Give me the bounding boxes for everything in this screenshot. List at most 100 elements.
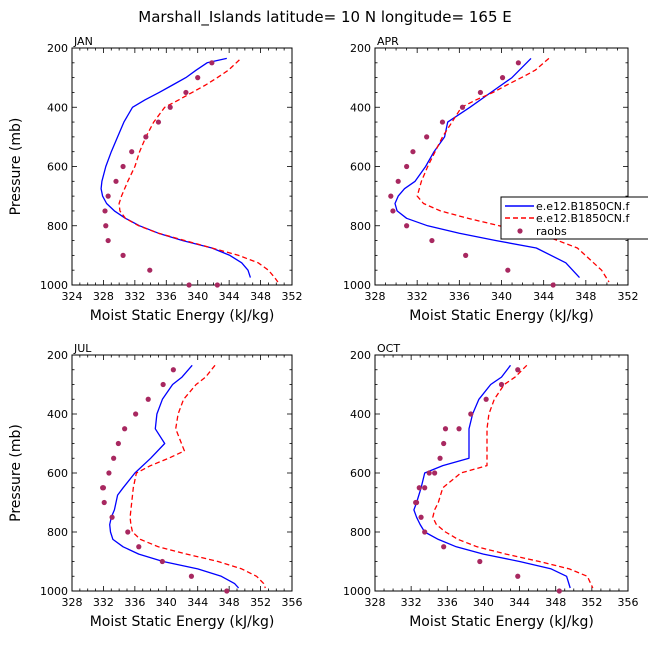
x-tick-label: 328 bbox=[365, 290, 386, 303]
raobs-point-jan bbox=[147, 267, 153, 273]
y-tick-label: 600 bbox=[350, 467, 371, 480]
dashed-series-line-oct bbox=[432, 364, 594, 589]
legend: e.e12.B1850CN.f e.e12.B1850CN.f raobs bbox=[500, 196, 648, 240]
y-axis-label: Pressure (mb) bbox=[8, 118, 24, 216]
y-tick-label: 400 bbox=[350, 101, 371, 114]
raobs-point-jan bbox=[129, 149, 135, 155]
raobs-point-apr bbox=[463, 252, 469, 258]
raobs-point-apr bbox=[424, 134, 430, 140]
plot-frame bbox=[71, 354, 293, 592]
x-tick-label: 328 bbox=[365, 596, 386, 609]
raobs-point-jan bbox=[105, 193, 111, 199]
raobs-point-oct bbox=[426, 470, 432, 476]
raobs-point-jan bbox=[183, 89, 189, 96]
raobs-point-oct bbox=[442, 426, 449, 432]
x-tick-label: 340 bbox=[473, 596, 494, 609]
raobs-point-apr bbox=[410, 149, 416, 155]
x-tick-label: 348 bbox=[575, 290, 596, 303]
x-tick-label: 352 bbox=[618, 290, 639, 303]
raobs-point-oct bbox=[432, 470, 438, 476]
raobs-point-jul bbox=[159, 558, 165, 565]
figure-title: Marshall_Islands latitude= 10 N longitud… bbox=[138, 8, 511, 27]
x-tick-label: 324 bbox=[62, 290, 83, 303]
x-tick-label: 332 bbox=[124, 290, 145, 303]
solid-series-line-apr bbox=[394, 57, 580, 279]
x-tick-label: 356 bbox=[282, 596, 303, 609]
y-tick-label: 800 bbox=[350, 220, 371, 233]
x-axis-label: Moist Static Energy (kJ/kg) bbox=[409, 308, 594, 324]
y-tick-label: 1000 bbox=[343, 279, 371, 292]
y-tick-label: 200 bbox=[47, 42, 68, 55]
x-tick-label: 352 bbox=[250, 596, 271, 609]
dashed-series-line-jan bbox=[118, 59, 279, 283]
legend-label-solid: e.e12.B1850CN.f bbox=[536, 200, 630, 213]
y-tick-label: 1000 bbox=[40, 279, 68, 292]
x-tick-label: 340 bbox=[156, 596, 177, 609]
dashed-series-line-apr bbox=[416, 57, 610, 283]
x-tick-label: 340 bbox=[187, 290, 208, 303]
x-tick-label: 344 bbox=[509, 596, 530, 609]
x-tick-label: 352 bbox=[282, 290, 303, 303]
solid-series-line-jul bbox=[109, 364, 240, 589]
panel-apr: APR 328 332 336 340 344 348 352 200 400 600 800 1000… bbox=[343, 35, 639, 324]
raobs-point-jul bbox=[145, 396, 151, 402]
raobs-point-oct bbox=[441, 544, 447, 550]
raobs-point-oct bbox=[515, 367, 521, 373]
y-axis-label: Pressure (mb) bbox=[8, 424, 24, 522]
raobs-point-apr bbox=[439, 119, 446, 125]
x-tick-label: 328 bbox=[93, 290, 114, 303]
legend-label-dashed: e.e12.B1850CN.f bbox=[536, 212, 630, 225]
x-axis-label: Moist Static Energy (kJ/kg) bbox=[409, 614, 594, 630]
raobs-point-jul bbox=[188, 573, 195, 579]
dashed-series-line-jul bbox=[129, 364, 266, 589]
raobs-point-apr bbox=[395, 178, 401, 184]
raobs-point-jul bbox=[100, 485, 107, 491]
panel-jan: JAN 324 328 332 336 340 344 348 352 200 400 600 800 1… bbox=[8, 35, 303, 324]
raobs-point-jul bbox=[136, 544, 142, 550]
raobs-point-apr bbox=[404, 163, 410, 170]
y-tick-label: 400 bbox=[350, 408, 371, 421]
plot-frame bbox=[374, 354, 629, 592]
x-tick-label: 336 bbox=[437, 596, 458, 609]
raobs-point-apr bbox=[499, 75, 506, 81]
raobs-point-oct bbox=[468, 411, 474, 417]
raobs-point-jan bbox=[113, 178, 119, 184]
x-tick-label: 344 bbox=[219, 290, 240, 303]
raobs-point-apr bbox=[505, 267, 511, 273]
x-tick-label: 332 bbox=[93, 596, 114, 609]
raobs-point-jan bbox=[102, 208, 108, 214]
raobs-point-apr bbox=[550, 282, 556, 288]
x-tick-label: 336 bbox=[124, 596, 145, 609]
x-tick-label: 344 bbox=[187, 596, 208, 609]
x-tick-label: 332 bbox=[407, 290, 428, 303]
y-tick-label: 200 bbox=[350, 42, 371, 55]
x-tick-label: 348 bbox=[250, 290, 271, 303]
raobs-point-jul bbox=[106, 470, 112, 476]
panel-oct: OCT 328 332 336 340 344 348 352 356 200 400 600 800 1… bbox=[343, 342, 639, 630]
panel-title: OCT bbox=[377, 342, 400, 355]
raobs-point-oct bbox=[437, 455, 443, 461]
x-tick-label: 352 bbox=[581, 596, 602, 609]
y-tick-label: 400 bbox=[47, 408, 68, 421]
x-tick-label: 348 bbox=[545, 596, 566, 609]
panel-title: APR bbox=[377, 35, 399, 48]
y-tick-label: 800 bbox=[47, 526, 68, 539]
raobs-point-jan bbox=[143, 134, 149, 140]
y-tick-label: 600 bbox=[350, 161, 371, 174]
raobs-point-apr bbox=[515, 60, 521, 66]
raobs-point-oct bbox=[556, 588, 562, 594]
raobs-point-jan bbox=[120, 163, 126, 170]
raobs-point-oct bbox=[515, 573, 521, 579]
raobs-point-oct bbox=[498, 381, 505, 388]
raobs-point-jul bbox=[111, 455, 117, 461]
raobs-point-jul bbox=[224, 588, 230, 594]
x-tick-label: 356 bbox=[618, 596, 639, 609]
y-tick-label: 600 bbox=[47, 467, 68, 480]
raobs-point-oct bbox=[422, 485, 428, 491]
raobs-point-jul bbox=[170, 367, 176, 373]
raobs-point-apr bbox=[477, 89, 484, 96]
x-axis-label: Moist Static Energy (kJ/kg) bbox=[90, 308, 275, 324]
raobs-point-jan bbox=[186, 282, 192, 288]
raobs-point-jul bbox=[109, 514, 115, 520]
y-tick-label: 200 bbox=[350, 349, 371, 362]
